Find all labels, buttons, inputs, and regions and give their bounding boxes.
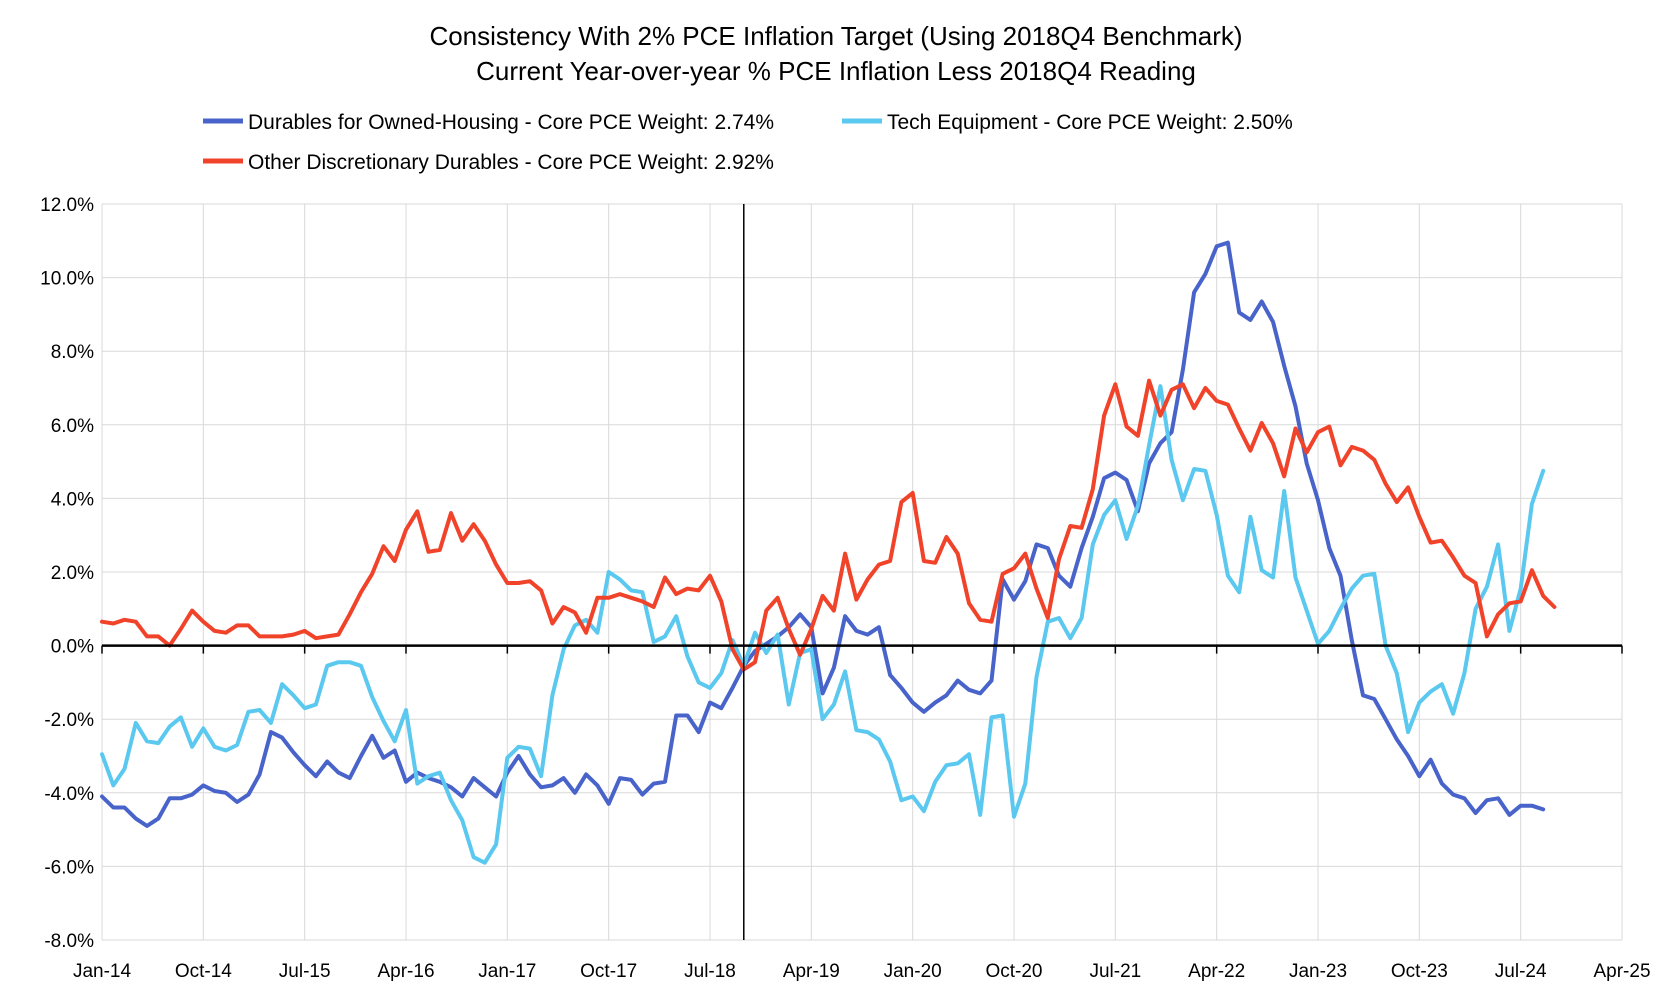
y-tick-label: -2.0% [44,710,94,731]
x-tick-label: Jul-15 [279,961,331,982]
x-tick-label: Jul-21 [1089,961,1141,982]
x-tick-label: Jul-24 [1495,961,1547,982]
legend: Durables for Owned-Housing - Core PCE We… [203,111,1293,174]
x-tick-label: Oct-14 [175,961,232,982]
x-tick-label: Apr-19 [783,961,840,982]
x-tick-label: Jan-20 [884,961,942,982]
legend-item-discretionary: Other Discretionary Durables - Core PCE … [203,151,774,174]
legend-item-tech: Tech Equipment - Core PCE Weight: 2.50% [842,111,1293,134]
y-tick-label: 6.0% [51,416,94,437]
y-axis: 12.0% 10.0% 8.0% 6.0% 4.0% 2.0% 0.0% -2.0% -4.0%… [40,195,94,952]
legend-label-tech: Tech Equipment - Core PCE Weight: 2.50% [887,111,1293,134]
y-tick-label: 0.0% [51,637,94,658]
chart-subtitle: Current Year-over-year % PCE Inflation L… [476,56,1196,86]
x-tick-label: Oct-17 [580,961,637,982]
x-axis: Jan-14 Oct-14 Jul-15 Apr-16 Jan-17 Oct-17 Jul-… [73,961,1651,982]
y-tick-label: 12.0% [40,195,94,216]
legend-label-discretionary: Other Discretionary Durables - Core PCE … [248,151,774,174]
legend-item-durables: Durables for Owned-Housing - Core PCE We… [203,111,774,134]
chart-title: Consistency With 2% PCE Inflation Target… [429,21,1242,51]
x-tick-label: Jan-14 [73,961,132,982]
y-tick-label: 2.0% [51,563,94,584]
axes-overlay [102,204,1622,940]
y-tick-label: 10.0% [40,269,94,290]
y-tick-label: -6.0% [44,857,94,878]
x-tick-label: Oct-20 [985,961,1042,982]
x-tick-label: Apr-16 [377,961,434,982]
y-tick-label: 8.0% [51,342,94,363]
series-lines [100,240,1557,865]
x-tick-label: Jan-17 [478,961,536,982]
x-tick-label: Jul-18 [684,961,736,982]
series-line-1 [100,384,1546,865]
y-tick-label: 4.0% [51,489,94,510]
x-tick-label: Apr-25 [1593,961,1650,982]
series-line-2 [100,378,1557,672]
legend-label-durables: Durables for Owned-Housing - Core PCE We… [248,111,774,134]
x-tick-label: Oct-23 [1391,961,1448,982]
x-tick-label: Apr-22 [1188,961,1245,982]
y-tick-label: -4.0% [44,784,94,805]
x-tick-label: Jan-23 [1289,961,1347,982]
y-tick-label: -8.0% [44,931,94,952]
